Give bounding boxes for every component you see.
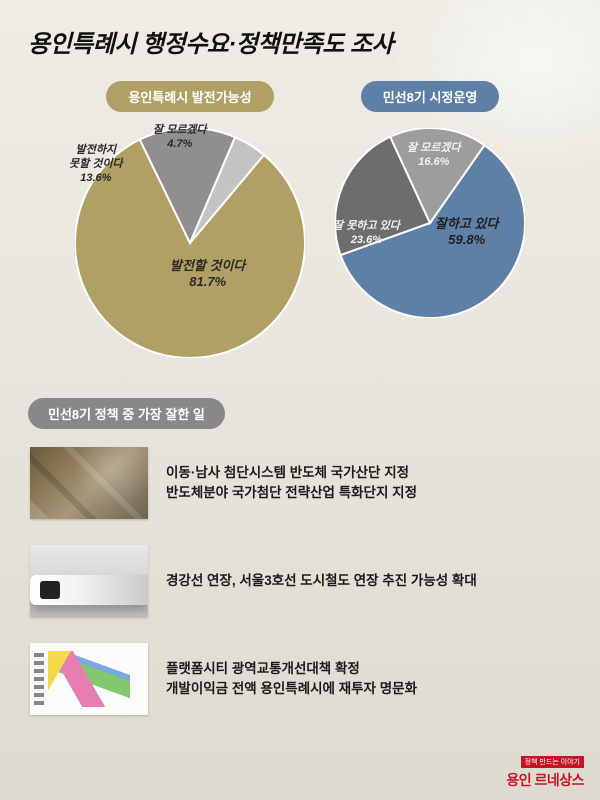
section-title-pill: 민선8기 정책 중 가장 잘한 일 — [28, 398, 225, 429]
content-root: 용인특례시 행정수요·정책만족도 조사 용인특례시 발전가능성 발전할 것이다8… — [0, 0, 600, 731]
charts-row: 용인특례시 발전가능성 발전할 것이다81.7%발전하지못할 것이다13.6%잘… — [28, 81, 572, 358]
list-item: 경강선 연장, 서울3호선 도시철도 연장 추진 가능성 확대 — [30, 545, 572, 617]
footer-tag: 정책 만드는 이야기 — [521, 756, 584, 768]
list-item: 이동·남사 첨단시스템 반도체 국가산단 지정반도체분야 국가첨단 전략산업 특… — [30, 447, 572, 519]
pie-slice-label: 잘하고 있다59.8% — [435, 216, 498, 249]
pie-slice-label: 잘 모르겠다4.7% — [153, 124, 207, 152]
pie-right: 잘하고 있다59.8% 잘 못하고 있다23.6% 잘 모르겠다16.6% — [335, 128, 525, 318]
footer-logo: 정책 만드는 이야기 용인 르네상스 — [506, 751, 584, 790]
policy-items: 이동·남사 첨단시스템 반도체 국가산단 지정반도체분야 국가첨단 전략산업 특… — [28, 447, 572, 715]
item-text: 이동·남사 첨단시스템 반도체 국가산단 지정반도체분야 국가첨단 전략산업 특… — [166, 463, 417, 502]
item-thumbnail — [30, 545, 148, 617]
pie-slice-label: 잘 모르겠다16.6% — [407, 142, 461, 170]
item-text: 경강선 연장, 서울3호선 도시철도 연장 추진 가능성 확대 — [166, 571, 477, 591]
page-title: 용인특례시 행정수요·정책만족도 조사 — [28, 24, 572, 59]
pie-slice-label: 발전하지못할 것이다13.6% — [69, 144, 123, 185]
chart-left-title-pill: 용인특례시 발전가능성 — [106, 81, 273, 112]
footer-brand: 용인 르네상스 — [506, 772, 584, 788]
pie-slice-label: 잘 못하고 있다23.6% — [333, 220, 400, 248]
list-item: 플랫폼시티 광역교통개선대책 확정개발이익금 전액 용인특례시에 재투자 명문화 — [30, 643, 572, 715]
item-thumbnail — [30, 643, 148, 715]
pie-slice-label: 발전할 것이다81.7% — [170, 258, 245, 291]
pie-left: 발전할 것이다81.7%발전하지못할 것이다13.6%잘 모르겠다4.7% — [75, 128, 305, 358]
item-text: 플랫폼시티 광역교통개선대책 확정개발이익금 전액 용인특례시에 재투자 명문화 — [166, 659, 417, 698]
chart-left-col: 용인특례시 발전가능성 발전할 것이다81.7%발전하지못할 것이다13.6%잘… — [75, 81, 305, 358]
chart-right-title-pill: 민선8기 시정운영 — [361, 81, 500, 112]
chart-right-col: 민선8기 시정운영 잘하고 있다59.8% 잘 못하고 있다23.6% 잘 모르겠다… — [335, 81, 525, 318]
item-thumbnail — [30, 447, 148, 519]
